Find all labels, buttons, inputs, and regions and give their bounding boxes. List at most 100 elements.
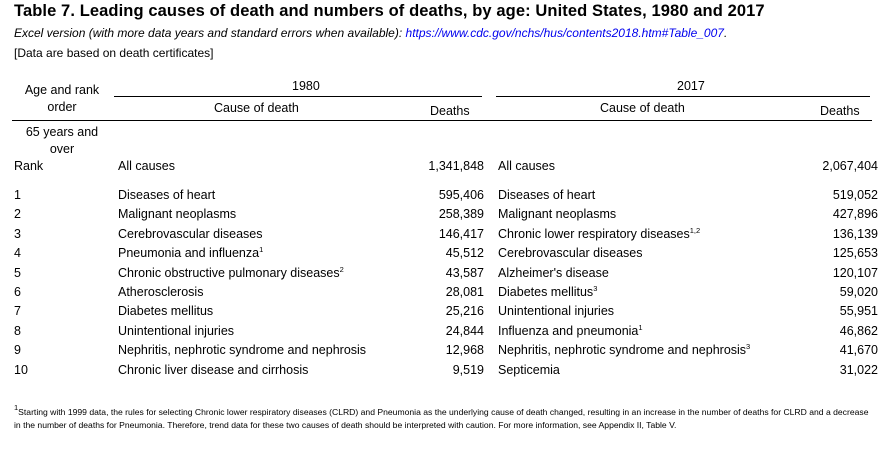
cause-2017-cell: Diseases of heart (484, 185, 800, 204)
table-row: 4 Pneumonia and influenza1 45,512 Cerebrova… (12, 244, 878, 263)
cause-1980-cell: Unintentional injuries (118, 321, 408, 340)
deaths-2017-cell: 519,052 (800, 185, 878, 204)
deaths-1980-cell: 595,406 (408, 185, 484, 204)
cause-2017-cell-text: Alzheimer's disease (498, 265, 609, 280)
age-rank-header-line2: order (47, 100, 77, 114)
rank-cell-text: 3 (14, 226, 21, 241)
table-title: Table 7. Leading causes of death and num… (14, 2, 765, 20)
cause-1980-cell: Chronic liver disease and cirrhosis (118, 360, 408, 379)
data-source-note: [Data are based on death certificates] (14, 46, 214, 60)
rank-cell-text: 6 (14, 285, 21, 300)
deaths-1980-cell-text: 45,512 (445, 246, 484, 261)
deaths-2017-cell: 55,951 (800, 302, 878, 321)
cause-2017-cell: Alzheimer's disease (484, 263, 800, 282)
cause-1980-cell-text: Chronic obstructive pulmonary diseases (118, 265, 340, 280)
cause-1980-cell: Malignant neoplasms (118, 205, 408, 224)
causes-table: Rank All causes 1,341,848 All causes 2,0… (12, 156, 878, 379)
rank-rows: 1 Diseases of heart 595,406 Diseases of hea… (12, 185, 878, 379)
cause-2017-cell: Cerebrovascular diseases (484, 244, 800, 263)
table-row: 7 Diabetes mellitus 25,216 Unintentional in… (12, 302, 878, 321)
age-group-line1: 65 years and (25, 125, 99, 139)
deaths-1980-cell-text: 595,406 (438, 188, 484, 203)
deaths-2017-cell: 125,653 (800, 244, 878, 263)
cause-1980-cell: Atherosclerosis (118, 282, 408, 301)
deaths-2017-cell-text: 427,896 (832, 207, 878, 222)
deaths-2017-cell-text: 519,052 (832, 188, 878, 203)
deaths-1980-cell: 43,587 (408, 263, 484, 282)
cause-2017-cell-text: Malignant neoplasms (498, 207, 617, 222)
footnote-ref: 1 (638, 322, 643, 332)
cause-2017-cell-text: Nephritis, nephrotic syndrome and nephro… (498, 343, 747, 358)
table-row: 6 Atherosclerosis 28,081 Diabetes mellitus3… (12, 282, 878, 301)
rank-cell: 1 (12, 185, 118, 204)
cause-2017-cell: Influenza and pneumonia1 (484, 321, 800, 340)
all-causes-1980: All causes (118, 158, 175, 173)
year-1980-rule (114, 96, 482, 97)
cause-2017-cell-text: Diseases of heart (498, 188, 596, 203)
all-causes-2017: All causes (498, 158, 555, 173)
table-row: 1 Diseases of heart 595,406 Diseases of hea… (12, 185, 878, 204)
age-group-line2: over (49, 142, 75, 156)
footnote: 1Starting with 1999 data, the rules for … (14, 403, 874, 433)
deaths-1980-cell-text: 24,844 (445, 323, 484, 338)
deaths-2017-cell: 41,670 (800, 341, 878, 360)
footnote-ref: 1,2 (689, 225, 701, 235)
rank-cell: 3 (12, 224, 118, 243)
cause-2017-cell-text: Unintentional injuries (498, 304, 615, 319)
cause-1980-cell: Diabetes mellitus (118, 302, 408, 321)
cause-2017-cell: Chronic lower respiratory diseases1,2 (484, 224, 800, 243)
cause-1980-cell: Nephritis, nephrotic syndrome and nephro… (118, 341, 408, 360)
deaths-1980-cell-text: 25,216 (445, 304, 484, 319)
deaths-2017-cell-text: 120,107 (832, 265, 878, 280)
rank-cell-text: 7 (14, 304, 21, 319)
rank-cell: 2 (12, 205, 118, 224)
rank-cell-text: 2 (14, 207, 21, 222)
cause-1980-cell-text: Atherosclerosis (118, 285, 204, 300)
deaths-1980-cell: 12,968 (408, 341, 484, 360)
table-row: 3 Cerebrovascular diseases 146,417 Chronic … (12, 224, 878, 243)
deaths-2017-cell: 31,022 (800, 360, 878, 379)
deaths-1980-cell: 24,844 (408, 321, 484, 340)
rank-cell-text: 4 (14, 246, 21, 261)
deaths-2017-cell: 427,896 (800, 205, 878, 224)
deaths-2017-cell-text: 31,022 (839, 362, 878, 377)
footnote-ref: 3 (593, 284, 598, 294)
deaths-2017-cell: 136,139 (800, 224, 878, 243)
cause-header-1980: Cause of death (214, 101, 299, 115)
cause-2017-cell: Nephritis, nephrotic syndrome and nephro… (484, 341, 800, 360)
cause-1980-cell-text: Diabetes mellitus (118, 304, 214, 319)
cause-header-2017: Cause of death (600, 101, 685, 115)
cause-2017-cell-text: Influenza and pneumonia (498, 323, 639, 338)
cause-2017-cell: Malignant neoplasms (484, 205, 800, 224)
rank-cell: 6 (12, 282, 118, 301)
rank-cell: 7 (12, 302, 118, 321)
table-row: 8 Unintentional injuries 24,844 Influenza a… (12, 321, 878, 340)
deaths-1980-cell: 28,081 (408, 282, 484, 301)
footnote-ref: 2 (339, 264, 344, 274)
all-deaths-1980: 1,341,848 (428, 158, 484, 173)
table-row: 9 Nephritis, nephrotic syndrome and nephr… (12, 341, 878, 360)
footnote-text: Starting with 1999 data, the rules for s… (14, 407, 869, 431)
rank-cell-text: 1 (14, 188, 21, 203)
rank-cell: 8 (12, 321, 118, 340)
cause-2017-cell-text: Cerebrovascular diseases (498, 246, 643, 261)
table-row: 5 Chronic obstructive pulmonary diseases2… (12, 263, 878, 282)
deaths-2017-cell: 46,862 (800, 321, 878, 340)
cause-2017-cell-text: Diabetes mellitus (498, 285, 594, 300)
age-group-label: 65 years and over (16, 124, 108, 158)
footnote-ref: 1 (259, 245, 264, 255)
rank-cell-text: 9 (14, 343, 21, 358)
cause-1980-cell-text: Unintentional injuries (118, 323, 235, 338)
cause-2017-cell: Diabetes mellitus3 (484, 282, 800, 301)
deaths-1980-cell: 25,216 (408, 302, 484, 321)
footnote-ref: 3 (746, 342, 751, 352)
cause-2017-cell: Septicemia (484, 360, 800, 379)
deaths-2017-cell-text: 59,020 (839, 285, 878, 300)
footnote-marker: 1 (14, 403, 19, 412)
deaths-1980-cell: 45,512 (408, 244, 484, 263)
rank-cell: 9 (12, 341, 118, 360)
rank-cell: 4 (12, 244, 118, 263)
cause-1980-cell: Pneumonia and influenza1 (118, 244, 408, 263)
deaths-1980-cell-text: 258,389 (438, 207, 484, 222)
excel-version-link[interactable]: https://www.cdc.gov/nchs/hus/contents201… (405, 26, 724, 40)
